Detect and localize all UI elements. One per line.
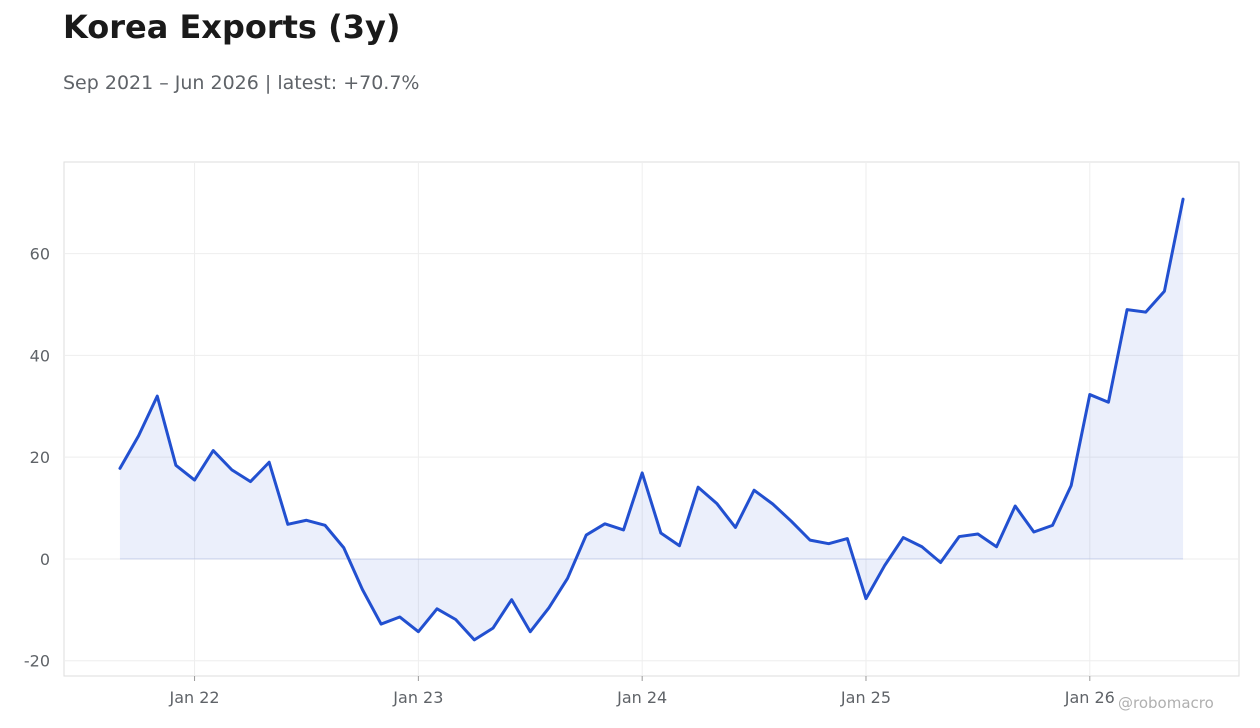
x-tick-label: Jan 25 <box>840 688 891 707</box>
x-tick-label: Jan 23 <box>392 688 443 707</box>
data-point <box>678 544 681 547</box>
data-point <box>137 434 140 437</box>
series-area <box>119 199 1184 640</box>
data-point <box>1163 290 1166 293</box>
data-point <box>976 533 979 536</box>
data-point <box>380 623 383 626</box>
data-point <box>697 486 700 489</box>
data-point <box>603 522 606 525</box>
data-point <box>622 528 625 531</box>
data-point <box>902 536 905 539</box>
data-point <box>566 577 569 580</box>
data-point <box>734 526 737 529</box>
data-point <box>1107 401 1110 404</box>
data-point <box>1088 393 1091 396</box>
data-point <box>883 564 886 567</box>
data-point <box>585 534 588 537</box>
data-point <box>547 606 550 609</box>
chart-title: Korea Exports (3y) <box>63 8 401 46</box>
data-point <box>846 537 849 540</box>
data-point <box>361 588 364 591</box>
y-tick-label: 0 <box>40 550 50 569</box>
watermark: @robomacro <box>1118 694 1214 712</box>
data-point <box>268 461 271 464</box>
data-point <box>454 618 457 621</box>
data-point <box>1182 198 1185 201</box>
x-tick-label: Jan 22 <box>169 688 220 707</box>
data-point <box>864 597 867 600</box>
data-point <box>398 615 401 618</box>
data-point <box>958 535 961 538</box>
data-point <box>715 502 718 505</box>
data-point <box>1014 505 1017 508</box>
data-point <box>286 523 289 526</box>
chart-subtitle: Sep 2021 – Jun 2026 | latest: +70.7% <box>63 72 420 94</box>
data-point <box>1051 524 1054 527</box>
data-point <box>827 542 830 545</box>
data-point <box>118 467 121 470</box>
data-point <box>641 471 644 474</box>
y-tick-label: -20 <box>24 652 50 671</box>
data-point <box>436 607 439 610</box>
data-point <box>809 539 812 542</box>
data-point <box>771 502 774 505</box>
y-tick-label: 40 <box>30 346 50 365</box>
data-point <box>491 627 494 630</box>
data-point <box>1032 530 1035 533</box>
x-tick-label: Jan 26 <box>1064 688 1115 707</box>
plot-frame <box>63 161 1240 677</box>
data-point <box>529 630 532 633</box>
series-line <box>118 197 1185 642</box>
data-point <box>305 519 308 522</box>
data-point <box>249 480 252 483</box>
data-point <box>790 520 793 523</box>
data-point <box>939 561 942 564</box>
data-point <box>995 545 998 548</box>
data-point <box>193 479 196 482</box>
y-tick-label: 60 <box>30 245 50 264</box>
data-point <box>473 638 476 641</box>
data-point <box>659 531 662 534</box>
data-point <box>1126 308 1129 311</box>
data-point <box>174 464 177 467</box>
y-tick-label: 20 <box>30 448 50 467</box>
data-point <box>342 546 345 549</box>
data-point <box>510 598 513 601</box>
data-point <box>1144 311 1147 314</box>
data-point <box>212 449 215 452</box>
data-point <box>417 630 420 633</box>
data-point <box>324 524 327 527</box>
data-point <box>1070 484 1073 487</box>
data-point <box>920 545 923 548</box>
data-point <box>230 468 233 471</box>
x-tick-label: Jan 24 <box>616 688 667 707</box>
data-point <box>156 395 159 398</box>
data-point <box>753 489 756 492</box>
